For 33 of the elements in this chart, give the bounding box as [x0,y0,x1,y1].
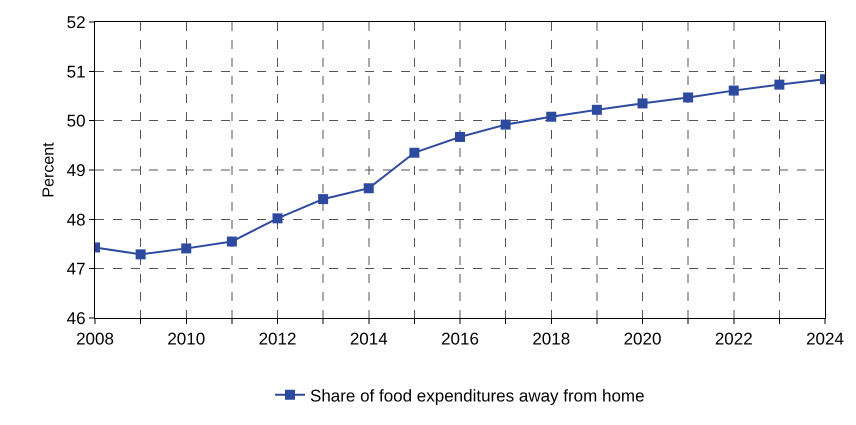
point [272,213,282,224]
point [226,236,237,247]
y-axis-title: Percent [40,142,58,198]
y-tick-label: 52 [66,12,86,32]
x-tick-label: 2024 [806,329,844,348]
point [683,92,694,102]
point [774,80,784,90]
point [409,148,420,158]
point [136,249,146,260]
point [318,194,328,204]
point [592,104,602,115]
x-tick-label: 2014 [350,329,388,348]
point [728,86,739,96]
x-tick-label: 2010 [167,329,206,348]
point [638,98,648,108]
x-tick-label: 2018 [532,329,570,348]
x-tick-label: 2012 [258,329,296,348]
y-tick-label: 48 [66,210,86,230]
legend-label: Share of food expenditures away from home [310,386,645,406]
point [181,243,192,254]
x-tick-label: 2016 [441,329,479,348]
y-tick-label: 46 [66,308,86,328]
point [500,120,511,130]
point [364,183,374,194]
y-tick-label: 51 [66,62,86,82]
y-tick-label: 47 [66,260,86,279]
x-tick-label: 2020 [624,329,662,348]
point [546,112,556,122]
y-tick-label: 50 [66,112,86,131]
x-tick-label: 2008 [76,329,114,348]
x-tick-label: 2022 [714,329,753,348]
y-tick-label: 49 [66,160,86,180]
point [455,132,465,142]
